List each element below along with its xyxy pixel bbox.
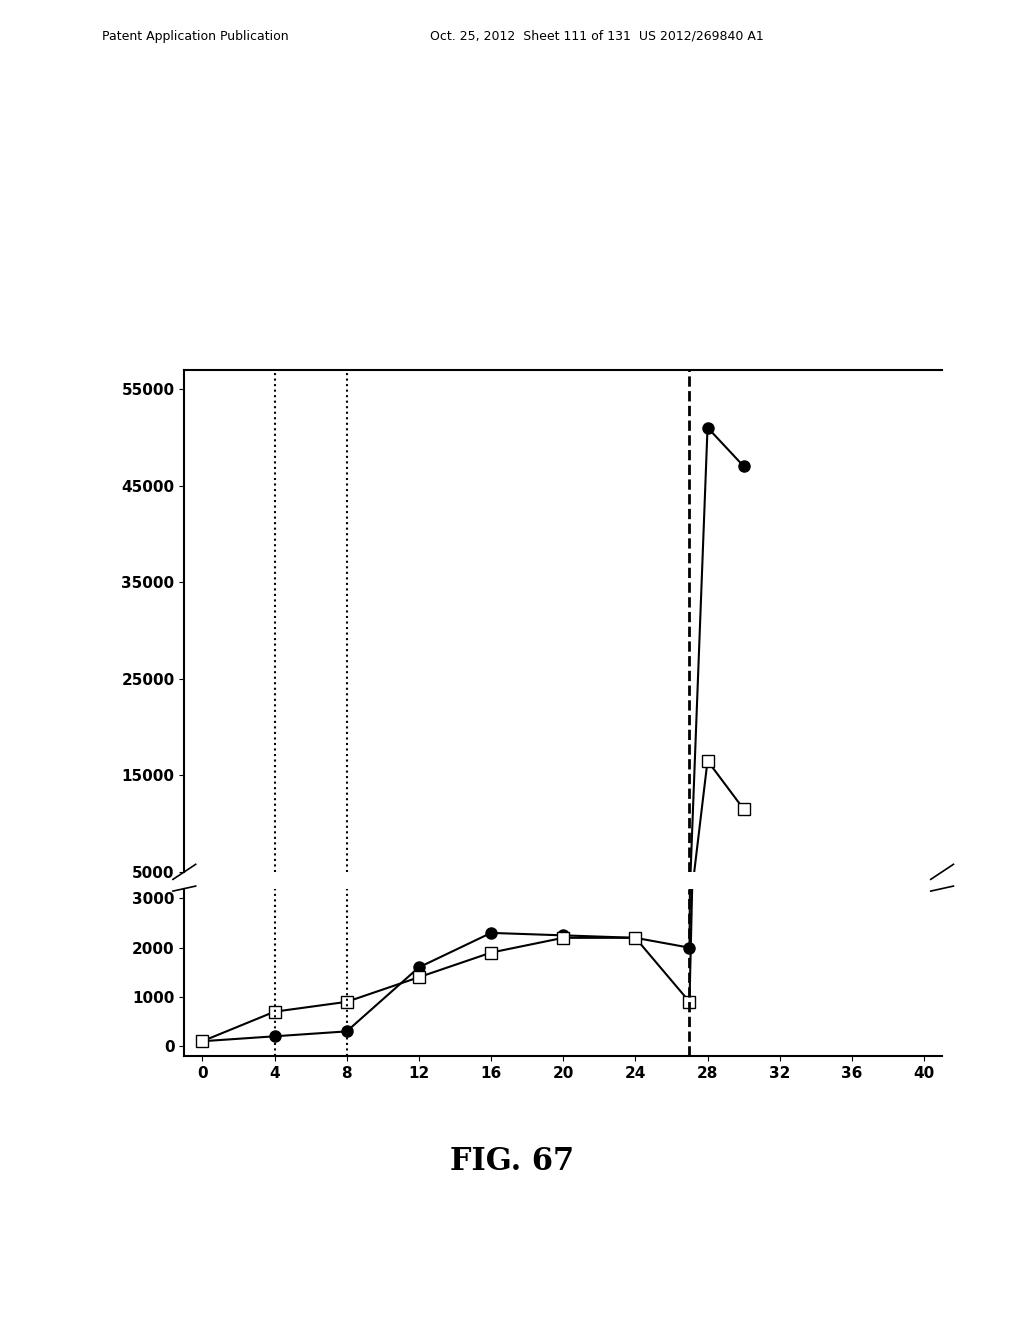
Text: Patent Application Publication: Patent Application Publication — [102, 29, 289, 42]
Text: FIG. 67: FIG. 67 — [450, 1146, 574, 1177]
Text: Oct. 25, 2012  Sheet 111 of 131  US 2012/269840 A1: Oct. 25, 2012 Sheet 111 of 131 US 2012/2… — [430, 29, 764, 42]
